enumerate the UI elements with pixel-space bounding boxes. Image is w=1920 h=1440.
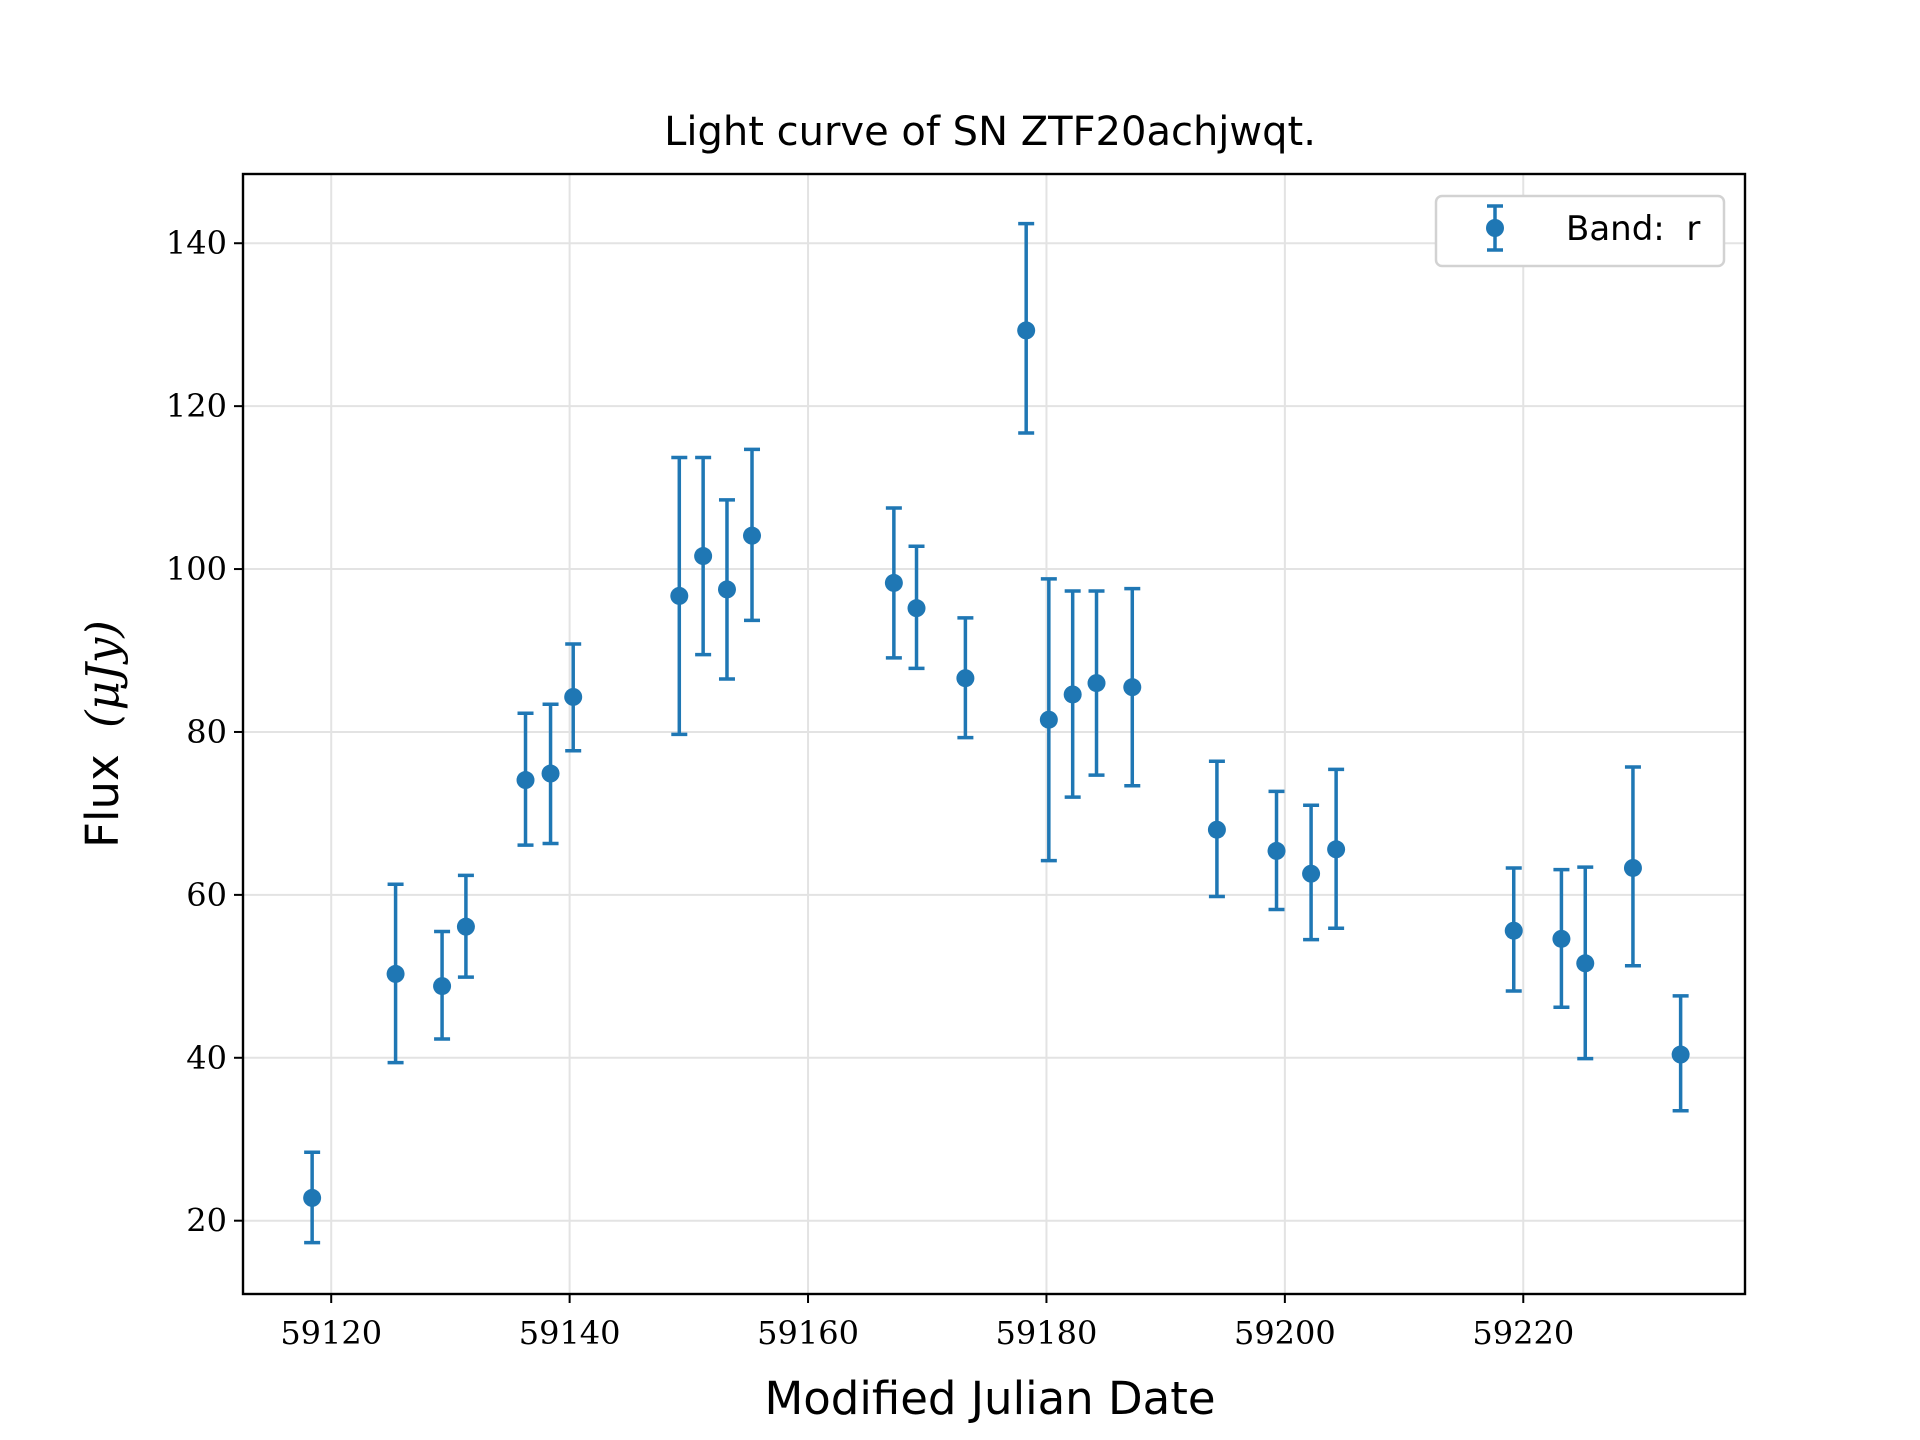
y-tick-label: 80 — [186, 713, 227, 751]
x-tick-label: 59120 — [280, 1314, 382, 1352]
data-point — [694, 547, 713, 566]
data-point — [1623, 858, 1642, 877]
data-point — [1017, 321, 1036, 340]
data-point — [1552, 929, 1571, 948]
grid-lines — [243, 174, 1745, 1294]
data-point — [1207, 820, 1226, 839]
y-tick-label: 40 — [186, 1039, 227, 1077]
data-point — [717, 580, 736, 599]
data-point — [303, 1188, 322, 1207]
y-tick-label: 60 — [186, 876, 227, 914]
data-point — [1302, 864, 1321, 883]
legend-series-label: Band: r — [1566, 209, 1700, 249]
y-tick-label: 20 — [186, 1202, 227, 1240]
data-point — [1063, 685, 1082, 704]
data-point — [564, 687, 583, 706]
data-point — [884, 573, 903, 592]
data-points — [303, 321, 1690, 1207]
data-point — [1123, 678, 1142, 697]
data-point — [1671, 1045, 1690, 1064]
x-tick-label: 59200 — [1234, 1314, 1336, 1352]
x-tick-label: 59220 — [1472, 1314, 1574, 1352]
x-axis-label: Modified Julian Date — [764, 1372, 1215, 1425]
legend-point-marker — [1486, 219, 1504, 237]
y-axis-label-unit: (μJy) — [76, 620, 129, 728]
y-axis-label-main: Flux — [76, 754, 129, 848]
data-point — [1327, 840, 1346, 859]
y-tick-label: 120 — [166, 387, 227, 425]
y-tick-label: 140 — [166, 224, 227, 262]
plot-area-frame — [241, 172, 1747, 1296]
data-point — [1087, 674, 1106, 693]
x-tick-label: 59140 — [519, 1314, 621, 1352]
data-point — [1267, 841, 1286, 860]
legend: Band: r — [1434, 194, 1726, 268]
data-point — [743, 526, 762, 545]
x-tick-label: 59180 — [996, 1314, 1098, 1352]
data-point — [670, 586, 689, 605]
chart-title: Light curve of SN ZTF20achjwqt. — [664, 109, 1316, 155]
x-axis-ticks: 59120 59140 59160 59180 59200 59220 — [280, 1294, 1574, 1352]
y-tick-label: 100 — [166, 550, 227, 588]
data-point — [1504, 921, 1523, 940]
data-point — [386, 964, 405, 983]
data-point — [516, 771, 535, 790]
data-point — [456, 917, 475, 936]
x-tick-label: 59160 — [757, 1314, 859, 1352]
data-point — [541, 764, 560, 783]
y-axis-ticks: 20 40 60 80 100 120 140 — [166, 224, 243, 1240]
error-bars — [304, 221, 1689, 1245]
data-point — [1039, 710, 1058, 729]
data-point — [1576, 954, 1595, 973]
data-point — [956, 669, 975, 688]
y-axis-label: Flux (μJy) — [76, 620, 129, 848]
data-point — [907, 599, 926, 618]
legend-box — [1434, 194, 1726, 268]
data-point — [433, 977, 452, 996]
